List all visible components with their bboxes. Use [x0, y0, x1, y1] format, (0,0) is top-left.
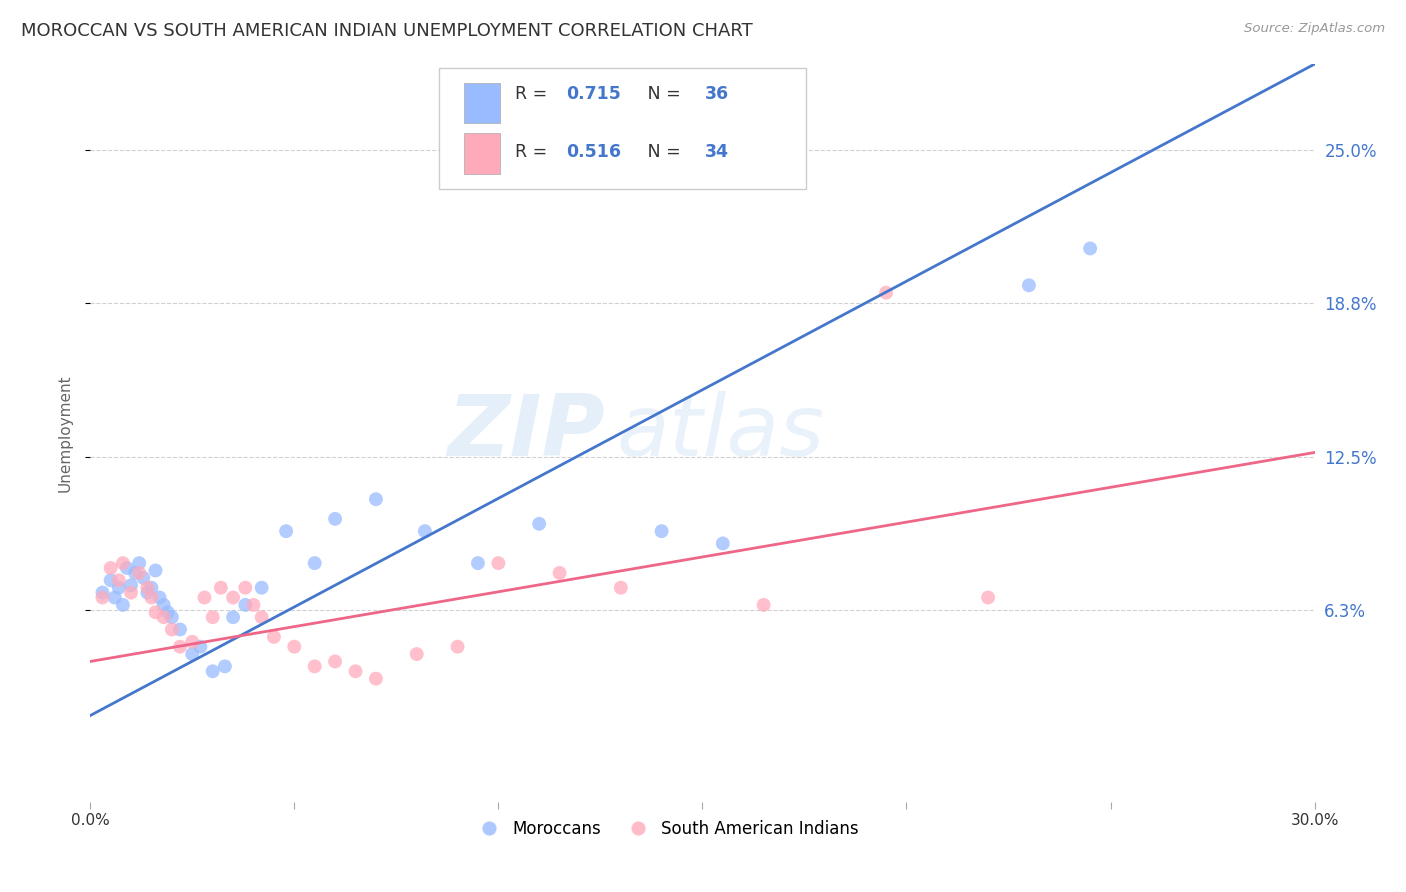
Point	[181, 647, 204, 661]
Point	[610, 581, 633, 595]
Point	[111, 556, 134, 570]
Y-axis label: Unemployment: Unemployment	[58, 374, 72, 491]
Point	[263, 630, 285, 644]
Text: R =: R =	[515, 86, 553, 103]
Text: 34: 34	[704, 143, 728, 161]
Point	[651, 524, 673, 538]
Point	[160, 623, 183, 637]
Point	[527, 516, 550, 531]
Point	[115, 561, 138, 575]
Point	[145, 564, 167, 578]
Point	[548, 566, 571, 580]
Point	[364, 492, 387, 507]
Point	[323, 655, 346, 669]
Point	[152, 610, 174, 624]
Point	[209, 581, 232, 595]
Point	[156, 605, 179, 619]
Point	[250, 610, 273, 624]
Point	[405, 647, 427, 661]
Text: atlas: atlas	[617, 392, 825, 475]
Point	[222, 591, 245, 605]
Point	[1018, 278, 1040, 293]
Text: 0.715: 0.715	[567, 86, 621, 103]
Point	[201, 610, 224, 624]
Point	[250, 581, 273, 595]
Text: N =: N =	[631, 86, 686, 103]
Point	[1078, 242, 1101, 256]
Point	[100, 561, 122, 575]
Text: 0.516: 0.516	[567, 143, 621, 161]
Point	[149, 591, 172, 605]
FancyBboxPatch shape	[464, 83, 501, 123]
Point	[711, 536, 734, 550]
Point	[145, 605, 167, 619]
Text: 36: 36	[704, 86, 728, 103]
Point	[214, 659, 236, 673]
Point	[169, 623, 191, 637]
Text: Source: ZipAtlas.com: Source: ZipAtlas.com	[1244, 22, 1385, 36]
Text: MOROCCAN VS SOUTH AMERICAN INDIAN UNEMPLOYMENT CORRELATION CHART: MOROCCAN VS SOUTH AMERICAN INDIAN UNEMPL…	[21, 22, 752, 40]
Point	[128, 566, 150, 580]
Point	[413, 524, 436, 538]
Point	[107, 574, 129, 588]
Text: ZIP: ZIP	[447, 392, 605, 475]
Point	[977, 591, 1000, 605]
Point	[304, 659, 326, 673]
Point	[160, 610, 183, 624]
Point	[128, 556, 150, 570]
Point	[446, 640, 468, 654]
Point	[364, 672, 387, 686]
Point	[233, 598, 256, 612]
Point	[304, 556, 326, 570]
FancyBboxPatch shape	[439, 68, 807, 189]
Point	[132, 571, 155, 585]
Point	[276, 524, 298, 538]
Point	[124, 566, 146, 580]
Point	[136, 585, 159, 599]
Text: R =: R =	[515, 143, 553, 161]
Point	[152, 598, 174, 612]
Point	[120, 578, 142, 592]
Point	[323, 512, 346, 526]
Point	[136, 581, 159, 595]
Point	[91, 591, 114, 605]
Point	[193, 591, 215, 605]
Point	[181, 634, 204, 648]
Point	[233, 581, 256, 595]
Point	[344, 665, 367, 679]
Point	[169, 640, 191, 654]
Point	[467, 556, 489, 570]
Point	[141, 581, 163, 595]
Legend: Moroccans, South American Indians: Moroccans, South American Indians	[465, 814, 866, 845]
Point	[242, 598, 264, 612]
Point	[111, 598, 134, 612]
Point	[141, 591, 163, 605]
Point	[107, 581, 129, 595]
Text: N =: N =	[631, 143, 686, 161]
Point	[100, 574, 122, 588]
Point	[222, 610, 245, 624]
FancyBboxPatch shape	[464, 133, 501, 174]
Point	[201, 665, 224, 679]
Point	[752, 598, 775, 612]
Point	[875, 285, 897, 300]
Point	[104, 591, 127, 605]
Point	[190, 640, 212, 654]
Point	[120, 585, 142, 599]
Point	[283, 640, 305, 654]
Point	[486, 556, 509, 570]
Point	[91, 585, 114, 599]
